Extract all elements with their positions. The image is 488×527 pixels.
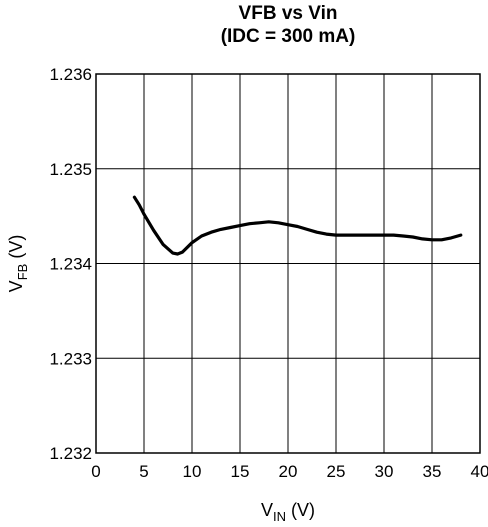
series-group xyxy=(132,195,463,256)
x-tick-label: 0 xyxy=(91,462,100,481)
x-axis-label: VIN (V) xyxy=(261,500,315,524)
x-tick-label: 30 xyxy=(375,462,394,481)
y-tick-label: 1.236 xyxy=(49,65,92,84)
y-tick-label: 1.233 xyxy=(49,349,92,368)
plot-frame xyxy=(95,73,481,454)
y-axis-label: VFB (V) xyxy=(6,235,30,293)
y-tick-label: 1.234 xyxy=(49,255,92,274)
x-tick-label: 20 xyxy=(279,462,298,481)
y-tick-label: 1.232 xyxy=(49,444,92,463)
y-tick-labels: 1.232 1.233 1.234 1.235 1.236 xyxy=(49,65,92,463)
chart-subtitle: (IDC = 300 mA) xyxy=(220,26,356,47)
x-tick-label: 15 xyxy=(231,462,250,481)
grid-lines xyxy=(96,74,480,453)
series-line xyxy=(132,195,463,256)
x-tick-label: 10 xyxy=(183,462,202,481)
chart-title: VFB vs Vin xyxy=(238,3,338,24)
y-tick-label: 1.235 xyxy=(49,160,92,179)
x-tick-label: 35 xyxy=(423,462,442,481)
x-tick-label: 5 xyxy=(139,462,148,481)
x-tick-label: 25 xyxy=(327,462,346,481)
x-tick-label: 40 xyxy=(471,462,488,481)
x-tick-labels: 0 5 10 15 20 25 30 35 40 xyxy=(91,462,488,481)
